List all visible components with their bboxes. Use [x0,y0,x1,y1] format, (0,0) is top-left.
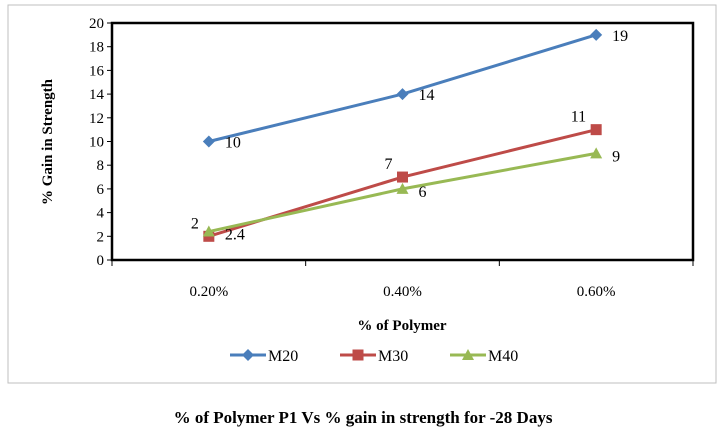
data-point [590,147,603,159]
data-point [396,88,409,101]
y-axis-label: % Gain in Strength [40,78,56,205]
y-tick-label: 6 [97,182,105,198]
legend-label: M40 [488,348,518,365]
data-point [590,124,602,136]
data-point [590,28,603,41]
x-axis-ticks: 0.20% 0.40% 0.60% [111,260,694,300]
data-label: 14 [419,87,435,104]
data-point [202,225,215,237]
y-tick-label: 10 [89,135,104,151]
legend-marker [352,349,364,361]
y-axis-ticks: 0 2 4 6 8 10 12 14 16 18 20 [89,16,112,269]
legend: M20 M30 M40 [230,348,518,365]
y-tick-label: 20 [89,16,104,32]
y-tick-label: 18 [89,40,104,56]
y-tick-label: 8 [97,158,105,174]
data-label: 19 [612,28,628,45]
data-label: 10 [225,135,241,152]
data-label: 9 [612,148,620,165]
x-tick-label: 0.40% [383,284,422,300]
data-label: 6 [419,184,427,201]
x-tick-label: 0.60% [577,284,616,300]
data-label: 7 [385,156,393,173]
plot-area [110,21,695,262]
series-group: 10 14 19 2 7 11 2.4 6 9 [191,28,628,244]
y-tick-label: 4 [97,206,105,222]
y-tick-label: 14 [89,87,105,103]
legend-marker [462,349,474,360]
data-label: 11 [571,109,586,126]
y-tick-label: 12 [89,111,104,127]
data-label: 2.4 [225,227,245,244]
x-tick-label: 0.20% [189,284,228,300]
chart-title: % of Polymer P1 Vs % gain in strength fo… [174,408,553,427]
data-point [397,171,408,183]
data-point [202,135,215,148]
legend-marker [242,349,254,361]
series-m40: 2.4 6 9 [202,147,620,244]
legend-label: M20 [268,348,298,365]
y-tick-label: 16 [89,63,105,79]
y-tick-label: 0 [97,253,105,269]
data-label: 2 [191,215,199,232]
y-tick-label: 2 [97,229,105,245]
data-point [396,182,409,194]
series-m20: 10 14 19 [202,28,628,152]
x-axis-label: % of Polymer [357,318,446,334]
legend-label: M30 [378,348,408,365]
